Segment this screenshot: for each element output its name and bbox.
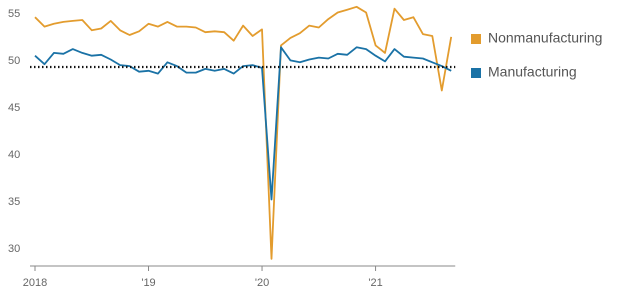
y-tick-label: 35 bbox=[8, 196, 20, 208]
line-series bbox=[34, 5, 453, 260]
x-tick-label: 2018 bbox=[23, 277, 47, 289]
x-tick-label: '20 bbox=[255, 277, 269, 289]
line-series bbox=[34, 46, 452, 201]
legend-swatch bbox=[471, 34, 481, 44]
legend-swatch bbox=[471, 68, 481, 78]
x-tick-label: '21 bbox=[368, 277, 382, 289]
y-tick-label: 40 bbox=[8, 149, 20, 161]
y-tick-label: 45 bbox=[8, 102, 20, 114]
x-tick-label: '19 bbox=[141, 277, 155, 289]
legend-label: Nonmanufacturing bbox=[488, 30, 602, 46]
y-tick-label: 50 bbox=[8, 55, 20, 67]
legend-label: Manufacturing bbox=[488, 64, 577, 80]
y-tick-label: 30 bbox=[8, 243, 20, 255]
y-tick-label: 55 bbox=[8, 8, 20, 20]
